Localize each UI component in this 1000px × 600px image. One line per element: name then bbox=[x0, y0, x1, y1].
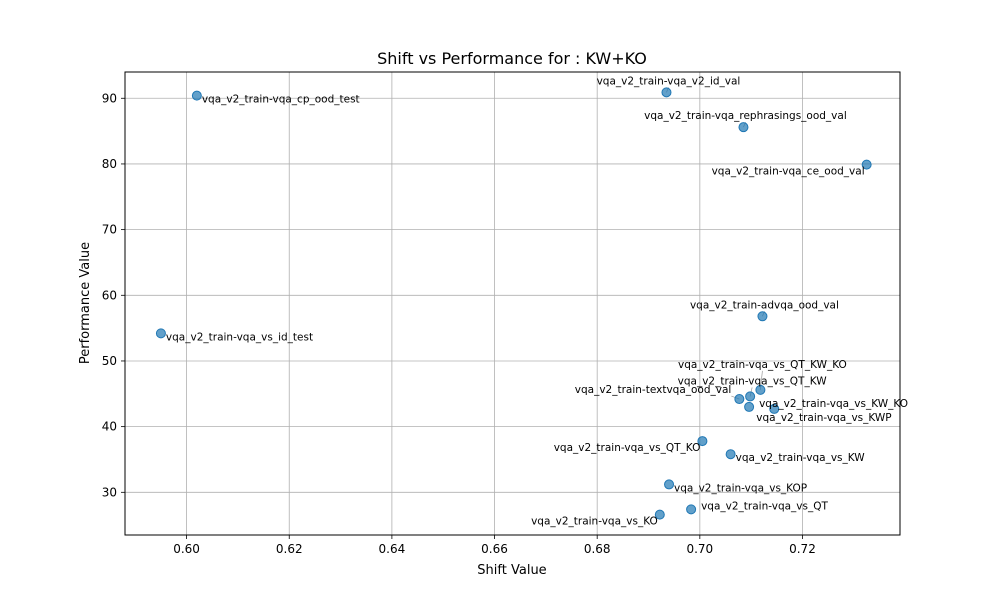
plot-area bbox=[124, 71, 901, 536]
data-point bbox=[725, 449, 736, 460]
point-label: vqa_v2_train-vqa_vs_QT_KO bbox=[554, 442, 701, 454]
point-label: vqa_v2_train-vqa_vs_QT_KW bbox=[678, 375, 828, 387]
point-label: vqa_v2_train-vqa_vs_KWP bbox=[756, 412, 891, 424]
point-label: vqa_v2_train-vqa_vs_id_test bbox=[166, 331, 313, 343]
x-tick-label: 0.62 bbox=[276, 542, 303, 556]
y-tick-label: 90 bbox=[102, 91, 117, 105]
chart-title: Shift vs Performance for : KW+KO bbox=[377, 49, 647, 68]
y-tick-label: 60 bbox=[102, 288, 117, 302]
y-axis-title: Performance Value bbox=[78, 242, 93, 364]
data-point bbox=[654, 509, 665, 520]
x-tick-label: 0.66 bbox=[481, 542, 508, 556]
y-tick-label: 80 bbox=[102, 157, 117, 171]
data-point bbox=[191, 90, 202, 101]
point-label: vqa_v2_train-vqa_vs_KW_KO bbox=[759, 398, 908, 410]
x-tick-label: 0.60 bbox=[173, 542, 200, 556]
point-label: vqa_v2_train-vqa_vs_QT_KW_KO bbox=[678, 359, 847, 371]
y-tick-label: 30 bbox=[102, 485, 117, 499]
x-tick-label: 0.72 bbox=[789, 542, 816, 556]
data-point bbox=[664, 479, 675, 490]
x-tick-label: 0.68 bbox=[584, 542, 611, 556]
y-axis: 30 40 50 60 70 80 90 bbox=[102, 91, 125, 499]
point-label: vqa_v2_train-vqa_vs_QT bbox=[701, 500, 828, 512]
data-point bbox=[738, 122, 749, 133]
y-tick-label: 40 bbox=[102, 420, 117, 434]
data-point bbox=[155, 328, 166, 339]
data-point bbox=[755, 384, 766, 395]
data-point bbox=[734, 394, 745, 405]
point-label: vqa_v2_train-vqa_v2_id_val bbox=[597, 75, 741, 87]
y-tick-label: 70 bbox=[102, 223, 117, 237]
point-label: vqa_v2_train-vqa_vs_KW bbox=[736, 452, 866, 464]
point-label: vqa_v2_train-vqa_vs_KO bbox=[531, 516, 658, 528]
x-axis: 0.60 0.62 0.64 0.66 0.68 0.70 0.72 bbox=[173, 535, 816, 556]
point-label: vqa_v2_train-vqa_rephrasings_ood_val bbox=[644, 110, 847, 122]
data-point bbox=[661, 87, 672, 98]
data-point bbox=[686, 504, 697, 515]
data-point bbox=[745, 391, 756, 402]
point-labels: vqa_v2_train-vqa_v2_id_val vqa_v2_train-v… bbox=[166, 75, 908, 527]
x-tick-label: 0.70 bbox=[686, 542, 713, 556]
point-label: vqa_v2_train-vqa_ce_ood_val bbox=[712, 166, 865, 178]
grid bbox=[125, 72, 900, 535]
point-label: vqa_v2_train-advqa_ood_val bbox=[690, 299, 839, 311]
point-label: vqa_v2_train-vqa_vs_KOP bbox=[674, 482, 807, 494]
y-tick-label: 50 bbox=[102, 354, 117, 368]
point-label: vqa_v2_train-vqa_cp_ood_test bbox=[202, 94, 360, 106]
x-axis-title: Shift Value bbox=[477, 563, 546, 578]
data-point bbox=[744, 401, 755, 412]
x-tick-label: 0.64 bbox=[379, 542, 406, 556]
point-label: vqa_v2_train-textvqa_ood_val bbox=[575, 384, 732, 396]
data-point bbox=[769, 403, 780, 414]
data-point bbox=[697, 436, 708, 447]
data-point bbox=[861, 159, 872, 170]
data-points bbox=[155, 87, 872, 520]
data-point bbox=[757, 311, 768, 322]
